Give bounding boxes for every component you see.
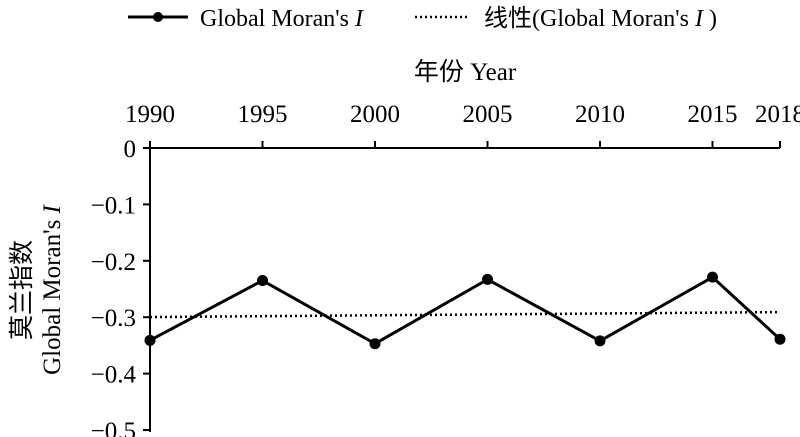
legend: Global Moran's I 线性(Global Moran's I ) bbox=[128, 5, 717, 32]
y-tick-label: −0.5 bbox=[91, 418, 136, 437]
data-point bbox=[774, 333, 786, 345]
x-tick-label: 2010 bbox=[575, 101, 625, 128]
y-axis-title-cn: 莫兰指数 bbox=[8, 240, 36, 340]
data-point bbox=[707, 271, 718, 283]
data-point bbox=[257, 275, 268, 287]
x-tick-label: 2005 bbox=[463, 101, 513, 128]
y-axis-title: 莫兰指数 Global Moran's I bbox=[8, 203, 66, 374]
x-tick-label: 1995 bbox=[238, 101, 288, 128]
x-tick-label: 2015 bbox=[688, 101, 738, 128]
y-ticks: 0 −0.1 −0.2 −0.3 −0.4 −0.5 bbox=[91, 136, 150, 437]
y-tick-label: −0.4 bbox=[91, 362, 137, 389]
x-tick-label: 2000 bbox=[350, 101, 400, 128]
y-tick-label: 0 bbox=[124, 136, 137, 163]
x-tick-label: 1990 bbox=[125, 101, 175, 128]
trendline bbox=[149, 310, 781, 319]
x-ticks: 1990 1995 2000 2005 2010 2015 2018 bbox=[125, 101, 800, 148]
legend-series-label: Global Moran's I bbox=[200, 6, 364, 32]
y-tick-label: −0.2 bbox=[91, 249, 136, 276]
y-axis-title-en: Global Moran's I bbox=[39, 203, 66, 374]
data-point bbox=[482, 273, 493, 285]
legend-series-swatch-marker bbox=[153, 12, 163, 22]
x-tick-label: 2018 bbox=[755, 101, 800, 128]
series-line bbox=[149, 275, 782, 346]
data-point bbox=[369, 338, 381, 350]
legend-trendline-label: 线性(Global Moran's I ) bbox=[484, 5, 717, 32]
series-layer bbox=[144, 271, 786, 350]
y-tick-label: −0.3 bbox=[91, 305, 136, 332]
data-point bbox=[144, 334, 156, 346]
trendline-layer bbox=[149, 310, 781, 319]
y-tick-label: −0.1 bbox=[91, 192, 136, 219]
data-point bbox=[594, 335, 606, 347]
x-axis-title: 年份 Year bbox=[414, 58, 517, 86]
